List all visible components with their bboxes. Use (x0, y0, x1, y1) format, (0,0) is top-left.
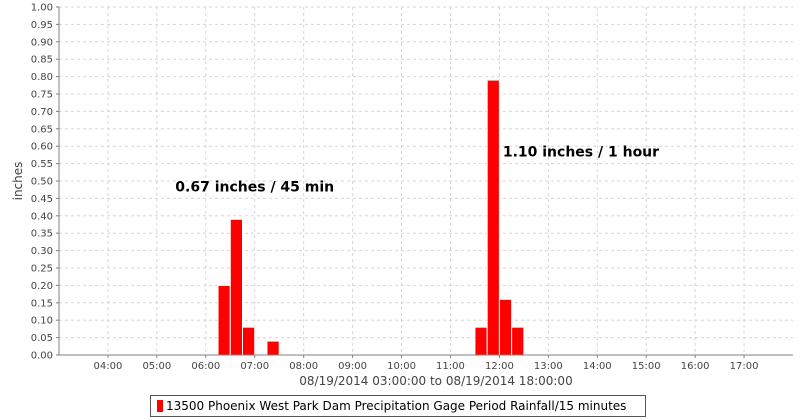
y-tick-label: 0.25 (31, 264, 53, 275)
y-tick-label: 0.50 (31, 177, 53, 188)
y-tick-label: 1.00 (31, 3, 53, 14)
annotation-label: 0.67 inches / 45 min (175, 179, 334, 195)
y-tick-label: 0.95 (31, 20, 53, 31)
x-tick-label: 12:00 (485, 361, 514, 372)
bar (511, 326, 525, 356)
x-tick-label: 11:00 (436, 361, 465, 372)
bar (266, 340, 280, 356)
bar (229, 218, 243, 356)
bar (474, 326, 488, 356)
y-tick-label: 0.40 (31, 211, 53, 222)
y-tick-label: 0.10 (31, 316, 53, 327)
y-tick-label: 0.35 (31, 229, 53, 240)
y-tick-label: 0.30 (31, 246, 53, 257)
x-tick-label: 07:00 (240, 361, 269, 372)
legend: 13500 Phoenix West Park Dam Precipitatio… (150, 395, 646, 417)
x-tick-label: 14:00 (583, 361, 612, 372)
chart: 0.00 0.05 0.10 0.15 0.20 0.25 0.30 0.35 0.40 0.45… (11, 3, 793, 388)
y-tick-label: 0.55 (31, 159, 53, 170)
y-axis-label: inches (11, 162, 25, 201)
annotations: 0.67 inches / 45 min 1.10 inches / 1 hour (175, 145, 659, 196)
y-tick-label: 0.05 (31, 333, 53, 344)
x-tick-label: 06:00 (191, 361, 220, 372)
legend-label: 13500 Phoenix West Park Dam Precipitatio… (166, 399, 627, 413)
x-tick-label: 04:00 (94, 361, 123, 372)
y-tick-label: 0.60 (31, 142, 53, 153)
x-tick-label: 05:00 (142, 361, 171, 372)
bar (242, 326, 256, 356)
x-tick-label: 10:00 (387, 361, 416, 372)
axes (56, 6, 793, 358)
y-tick-label: 0.80 (31, 72, 53, 83)
y-tick-labels: 0.00 0.05 0.10 0.15 0.20 0.25 0.30 0.35 0.40 0.45… (31, 3, 53, 362)
y-tick-label: 0.85 (31, 55, 53, 66)
x-tick-label: 16:00 (681, 361, 710, 372)
bar (498, 298, 513, 356)
x-tick-label: 15:00 (632, 361, 661, 372)
bar (486, 79, 500, 356)
x-tick-label: 09:00 (338, 361, 367, 372)
y-tick-label: 0.90 (31, 37, 53, 48)
x-tick-label: 08:00 (289, 361, 318, 372)
x-tick-label: 17:00 (730, 361, 759, 372)
y-tick-label: 0.70 (31, 107, 53, 118)
y-tick-label: 0.65 (31, 124, 53, 135)
y-tick-label: 0.00 (31, 351, 53, 362)
bar (217, 284, 231, 356)
y-tick-label: 0.15 (31, 298, 53, 309)
x-tick-labels: 04:00 05:00 06:00 07:00 08:00 09:00 10:00 11:00… (94, 361, 759, 372)
x-tick-label: 13:00 (534, 361, 563, 372)
y-tick-label: 0.20 (31, 281, 53, 292)
x-axis-label: 08/19/2014 03:00:00 to 08/19/2014 18:00:… (299, 374, 572, 388)
annotation-label: 1.10 inches / 1 hour (503, 145, 659, 161)
y-tick-label: 0.45 (31, 194, 53, 205)
bars (217, 79, 525, 356)
y-tick-label: 0.75 (31, 90, 53, 101)
legend-swatch (157, 400, 163, 412)
